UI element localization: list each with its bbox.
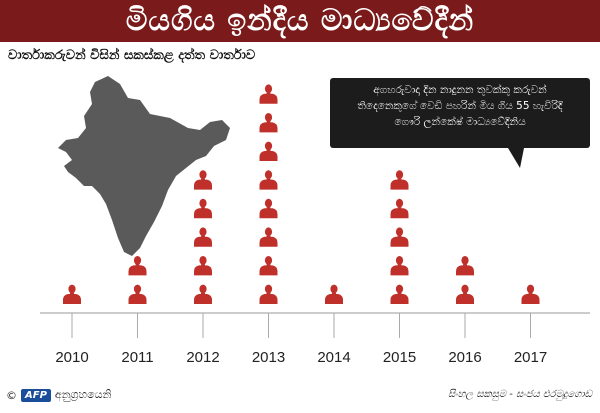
callout-pointer <box>508 148 524 168</box>
x-tick-label-2010: 2010 <box>55 349 88 366</box>
person-icon-2015-2 <box>390 256 409 276</box>
person-icon-2015-3 <box>390 227 409 247</box>
person-icon-2013-6 <box>259 141 278 161</box>
x-tick-label-2013: 2013 <box>252 349 285 366</box>
callout-box: අගහරුවාදා දින නාදුනන තුවක්කු කරුවන් තිදෙ… <box>330 78 590 148</box>
x-tick-label-2011: 2011 <box>121 349 153 366</box>
person-icon-2012-1 <box>194 284 212 304</box>
agency-text: අනුග්‍රහයෙනි <box>54 388 112 401</box>
callout-line-2: තිදෙනෙකුගේ වෙඩි පහරින් මිය ගිය 55 හැවිරි… <box>357 100 563 112</box>
person-icon-2015-4 <box>390 198 409 219</box>
person-icon-2015-5 <box>390 170 409 190</box>
page-title: මියගිය ඉන්දීය මාධ්‍යවේදීන් <box>0 0 600 42</box>
x-tick-label-2014: 2014 <box>317 349 350 366</box>
callout-line-1: අගහරුවාදා දින නාදුනන තුවක්කු කරුවන් <box>373 84 547 96</box>
chart-subtitle: වාර්තාකරුවන් විසින් සකස්කළ දත්ත වාර්තාව <box>8 48 256 63</box>
afp-logo: AFP <box>21 388 51 402</box>
person-icon-2015-1 <box>390 284 409 304</box>
footer-credit-right: සිංහල සකසුම - සංජය එරමුදුගොඩ <box>447 389 592 400</box>
person-icon-2014-1 <box>325 284 343 304</box>
callout-line-3: ගෞරි ලන්කේෂ් මාධ්‍යවේදිනිය <box>394 116 526 128</box>
person-icon-2012-2 <box>194 256 212 276</box>
person-icon-2013-3 <box>259 227 278 247</box>
person-icon-2013-7 <box>259 113 278 133</box>
person-icon-2011-2 <box>128 256 147 276</box>
x-tick-label-2017: 2017 <box>514 349 547 366</box>
person-icon-2013-8 <box>259 84 278 104</box>
person-icon-2013-4 <box>259 198 278 219</box>
copyright-symbol: © <box>6 388 17 402</box>
person-icon-2012-5 <box>194 170 212 190</box>
person-icon-2012-4 <box>194 198 212 219</box>
person-icon-2012-3 <box>194 227 212 247</box>
india-map-icon <box>58 76 230 256</box>
footer-credit-left: © AFP අනුග්‍රහයෙනි <box>6 388 111 402</box>
person-icon-2010-1 <box>63 284 81 304</box>
person-icon-2016-1 <box>456 284 474 304</box>
x-tick-label-2016: 2016 <box>448 349 481 366</box>
x-tick-label-2015: 2015 <box>383 349 416 366</box>
person-icon-2016-2 <box>456 256 474 276</box>
person-icon-2013-2 <box>259 256 278 276</box>
x-tick-label-2012: 2012 <box>186 349 219 366</box>
person-icon-2013-1 <box>259 284 278 304</box>
person-icon-2013-5 <box>259 170 278 190</box>
person-icon-2011-1 <box>128 284 147 304</box>
person-icon-2017-1 <box>521 284 540 304</box>
